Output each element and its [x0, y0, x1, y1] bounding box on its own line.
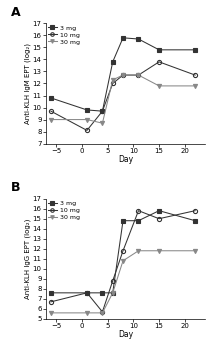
Line: 30 mg: 30 mg [49, 249, 197, 315]
Legend: 3 mg, 10 mg, 30 mg: 3 mg, 10 mg, 30 mg [47, 24, 80, 45]
10 mg [194, 209, 196, 213]
30 mg [101, 121, 104, 125]
30 mg [50, 118, 52, 122]
3 mg [86, 108, 88, 112]
3 mg [111, 60, 114, 64]
3 mg [50, 96, 52, 100]
Text: B: B [11, 181, 20, 194]
Line: 3 mg: 3 mg [49, 209, 197, 295]
3 mg [194, 219, 196, 223]
3 mg [111, 291, 114, 295]
Legend: 3 mg, 10 mg, 30 mg: 3 mg, 10 mg, 30 mg [47, 200, 80, 220]
10 mg [122, 249, 124, 253]
30 mg [101, 311, 104, 315]
30 mg [137, 249, 140, 253]
30 mg [194, 84, 196, 88]
3 mg [137, 37, 140, 41]
Line: 10 mg: 10 mg [49, 60, 197, 132]
30 mg [86, 118, 88, 122]
Y-axis label: Anti-KLH IgM EPT (log₂): Anti-KLH IgM EPT (log₂) [25, 43, 31, 124]
30 mg [111, 291, 114, 295]
Line: 30 mg: 30 mg [49, 73, 197, 125]
10 mg [122, 73, 124, 77]
10 mg [50, 109, 52, 113]
10 mg [86, 128, 88, 132]
3 mg [86, 291, 88, 295]
30 mg [86, 311, 88, 315]
3 mg [194, 48, 196, 52]
10 mg [158, 217, 160, 221]
3 mg [101, 109, 104, 113]
10 mg [111, 279, 114, 283]
3 mg [158, 209, 160, 213]
10 mg [137, 73, 140, 77]
X-axis label: Day: Day [118, 331, 133, 339]
30 mg [122, 259, 124, 263]
Text: A: A [11, 6, 20, 19]
3 mg [158, 48, 160, 52]
10 mg [194, 73, 196, 77]
30 mg [122, 73, 124, 77]
30 mg [50, 311, 52, 315]
3 mg [101, 291, 104, 295]
10 mg [137, 209, 140, 213]
10 mg [86, 291, 88, 295]
10 mg [101, 310, 104, 314]
10 mg [50, 300, 52, 304]
30 mg [194, 249, 196, 253]
3 mg [122, 36, 124, 40]
Y-axis label: Anti-KLH IgG EPT (log₂): Anti-KLH IgG EPT (log₂) [25, 219, 31, 299]
3 mg [137, 219, 140, 223]
30 mg [111, 78, 114, 82]
30 mg [158, 84, 160, 88]
X-axis label: Day: Day [118, 155, 133, 164]
10 mg [158, 60, 160, 64]
30 mg [158, 249, 160, 253]
10 mg [111, 81, 114, 86]
3 mg [50, 291, 52, 295]
3 mg [122, 219, 124, 223]
10 mg [101, 109, 104, 113]
Line: 10 mg: 10 mg [49, 209, 197, 314]
Line: 3 mg: 3 mg [49, 36, 197, 113]
30 mg [137, 73, 140, 77]
